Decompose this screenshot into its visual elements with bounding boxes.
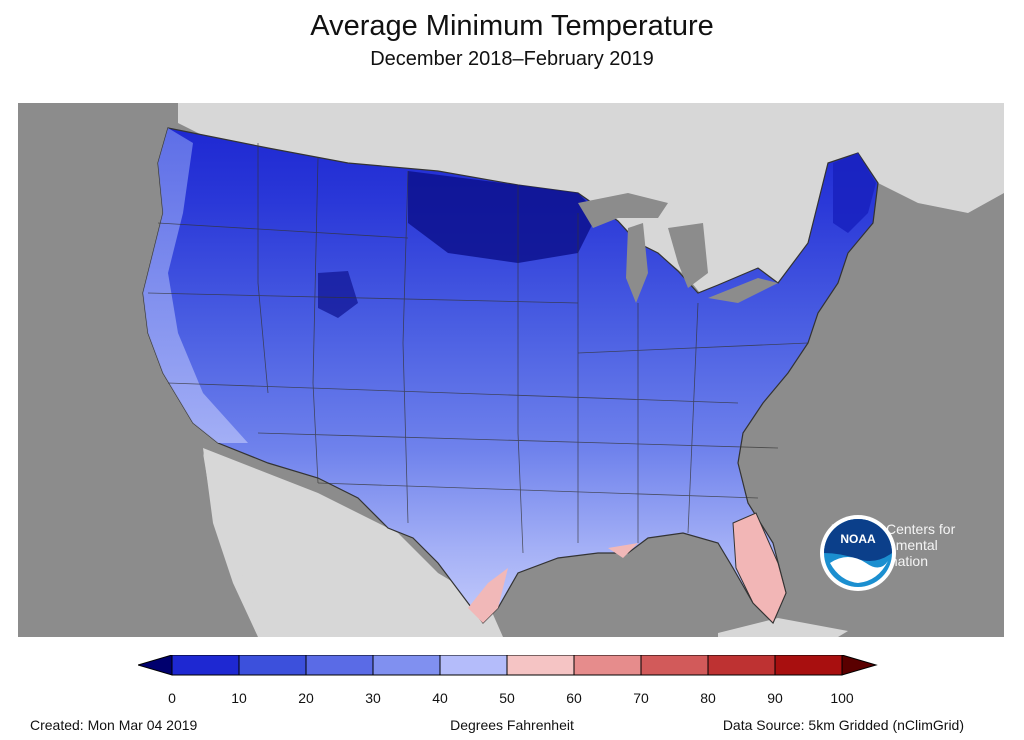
legend-bin-30-40 [372,655,441,676]
legend-bin-0-10 [171,655,240,676]
legend-tick-50: 50 [499,690,515,706]
legend-bin-90-100 [774,655,843,676]
legend-tick-60: 60 [566,690,582,706]
mexico-landmass [203,448,503,637]
map-title: Average Minimum Temperature [310,10,714,42]
canada-landmass [178,103,1004,303]
noaa-logo-icon: NOAA [820,515,896,591]
wyoming-cold-spot [318,271,358,318]
cuba-island [718,618,848,637]
legend-tick-0: 0 [168,690,176,706]
legend-tick-20: 20 [298,690,314,706]
noaa-ncei-branding: NOAA National Centers for Environmental … [818,513,968,591]
legend-bin-10-20 [238,655,307,676]
legend-tick-80: 80 [700,690,716,706]
legend-tick-90: 90 [767,690,783,706]
louisiana-warm [608,543,638,558]
data-source: Data Source: 5km Gridded (nClimGrid) [722,717,964,733]
baja-peninsula [203,453,280,623]
legend-bin-40-50 [439,655,508,676]
legend-tick-30: 30 [365,690,381,706]
legend-arrow-above-100 [841,655,878,676]
west-coast-band [143,128,248,443]
legend-bin-70-80 [640,655,709,676]
great-lakes [578,193,778,303]
color-legend [138,655,878,676]
florida-warm [732,512,787,624]
map-subtitle: December 2018–February 2019 [370,48,654,70]
temperature-map: NOAA National Centers for Environmental … [18,103,1004,637]
legend-bin-80-90 [707,655,776,676]
map-svg [142,103,1004,637]
legend-bin-50-60 [506,655,575,676]
legend-tick-40: 40 [432,690,448,706]
northern-plains-cold [408,171,598,263]
legend-tick-100: 100 [830,690,854,706]
maine-cold [833,153,876,233]
legend-bin-20-30 [305,655,374,676]
legend-bin-60-70 [573,655,642,676]
legend-tick-70: 70 [633,690,649,706]
created-date: Created: Mon Mar 04 2019 [30,717,198,733]
noaa-wordmark: NOAA [840,532,876,546]
gulf-coast-warm [468,568,508,623]
state-borders [147,143,809,554]
legend-tick-10: 10 [231,690,247,706]
legend-arrow-below-0 [138,655,173,676]
legend-units-label: Degrees Fahrenheit [450,717,574,733]
